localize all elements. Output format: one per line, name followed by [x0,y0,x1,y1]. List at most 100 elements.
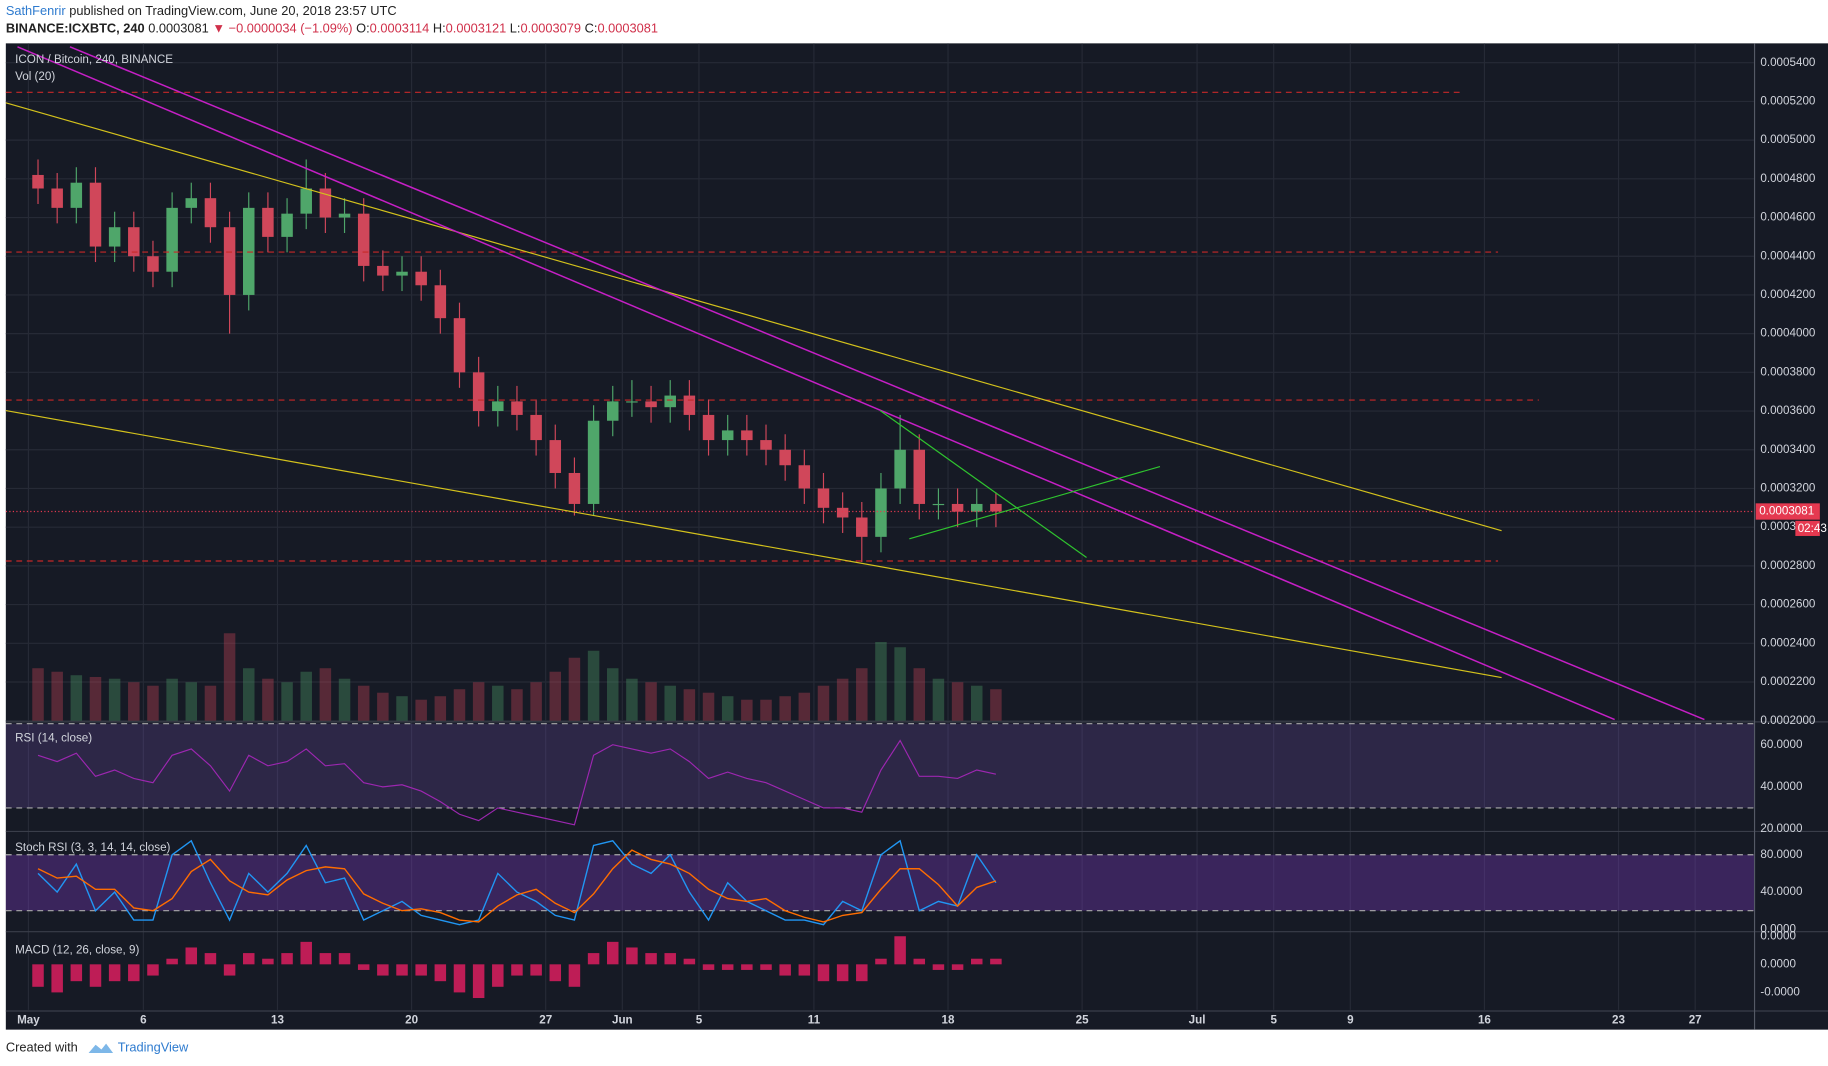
chart-title: ICON / Bitcoin, 240, BINANCE [15,53,173,66]
macd-bar [204,953,217,965]
y-tick-label: 0.0005200 [1760,94,1816,107]
candle-body [836,507,849,518]
candle-body [357,213,370,266]
volume-bar [549,671,562,721]
y-tick-label: 0.0000 [1760,929,1796,942]
candle-body [262,207,274,237]
x-tick-label: 25 [1076,1013,1089,1026]
macd-bar [913,958,926,965]
candle-body [702,414,715,441]
volume-bar [664,685,676,721]
y-tick-label: 0.0005000 [1760,133,1816,146]
volume-bar [223,633,236,721]
candle-body [932,503,945,506]
footer-text: Created with [6,1040,78,1055]
h-value: 0.0003121 [446,21,507,36]
macd-bar [223,964,236,976]
y-tick-label: 20.0000 [1760,822,1803,835]
y-tick-label: 80.0000 [1760,848,1803,861]
candle-body [549,440,562,473]
macd-bar [166,958,178,965]
volume-bar [875,642,887,721]
y-tick-label: 0.0002600 [1760,598,1816,611]
published: published on TradingView.com, June 20, 2… [69,3,396,18]
macd-bar [281,953,293,965]
stoch-title: Stoch RSI (3, 3, 14, 14, close) [15,841,170,854]
x-tick-label: 13 [271,1013,284,1026]
logo [88,1043,114,1053]
volume-bar [51,671,63,721]
candle-body [511,401,523,415]
candle-body [243,207,255,295]
volume-bar [568,657,581,721]
macd-bar [32,964,44,987]
macd-bar [970,958,983,965]
x-tick-label: May [17,1013,40,1026]
volume-bar [587,650,600,721]
volume-bar [415,699,427,721]
header-line: SathFenrir published on TradingView.com,… [6,3,397,18]
candle-body [338,213,351,218]
volume-bar [913,668,926,721]
rsi-line [37,739,997,826]
volume-bar [779,696,791,721]
footer-brand[interactable]: TradingView [118,1040,189,1055]
volume-bar [204,685,217,721]
y-tick-label: 0.0003200 [1760,482,1816,495]
y-tick-label: 0.0004000 [1760,327,1816,340]
volume-bar [951,682,964,721]
y-tick-label: 0.0003600 [1760,404,1816,417]
macd-bar [70,964,83,982]
candle-body [377,265,389,276]
macd-bar [549,964,562,982]
price-box-label: 0.0003081 [1759,505,1814,518]
volume-bar [607,668,619,721]
h-label: H: [433,21,446,36]
candle-body [319,188,332,218]
y-tick-label: 0.0002400 [1760,636,1816,649]
y-tick-label: 0.0004600 [1760,211,1816,224]
x-tick-label: 20 [405,1013,418,1026]
macd-bar [798,964,811,976]
y-tick-label: 60.0000 [1760,738,1803,751]
x-tick-label: 23 [1612,1013,1625,1026]
volume-bar [492,685,504,721]
y-tick-label: 0.0002800 [1760,559,1816,572]
macd-bar [683,958,696,965]
x-tick-label: Jul [1189,1013,1206,1026]
author[interactable]: SathFenrir [6,3,67,18]
macd-bar [319,953,332,965]
candle-body [434,285,447,319]
price-box [1755,503,1820,520]
macd-bar [836,964,849,982]
volume-bar [702,692,715,721]
volume-bar [166,678,178,721]
l-label: L: [510,21,521,36]
macd-bar [357,964,370,970]
candle-body [798,465,811,489]
volume-bar [472,682,485,721]
macd-bar [645,953,657,965]
macd-bar [415,964,427,976]
volume-bar [856,668,868,721]
volume-bar [453,689,466,721]
candle-body [204,198,217,228]
candle-body [817,488,830,508]
candle-body [472,372,485,412]
volume-bar [357,685,370,721]
quote-line: BINANCE:ICXBTC, 240 0.0003081 ▼ −0.00000… [6,21,658,36]
o-value: 0.0003114 [370,21,430,36]
candle-body [970,503,983,512]
macd-bar [568,964,581,987]
trend-line [17,46,1615,721]
band-fill [5,723,1755,808]
x-tick-label: 5 [696,1013,703,1026]
volume-bar [128,682,140,721]
macd-bar [377,964,389,976]
y-tick-label: 0.0004200 [1760,288,1816,301]
candle-body [108,227,121,247]
volume-bar [319,668,332,721]
candle-body [185,198,198,208]
volume-bar [798,692,811,721]
